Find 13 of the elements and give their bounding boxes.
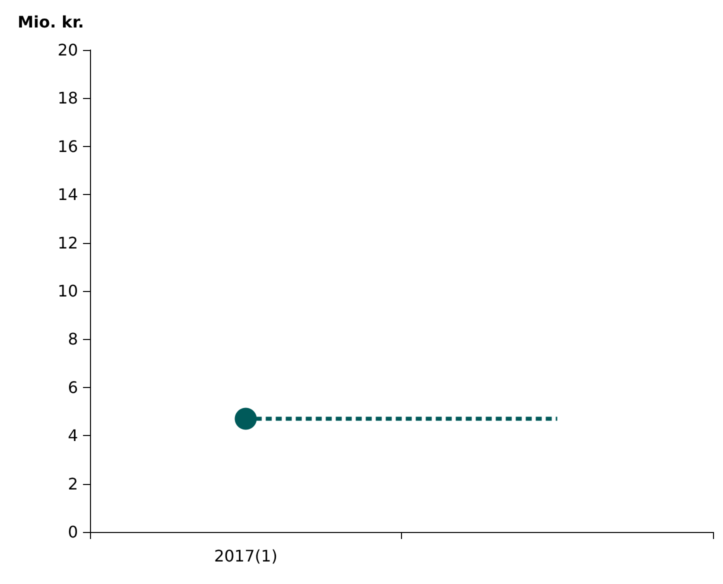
y-tick-label: 6 xyxy=(68,378,78,397)
y-tick-label: 0 xyxy=(68,522,78,542)
y-tick-label: 20 xyxy=(58,40,78,60)
y-tick-label: 4 xyxy=(68,426,78,446)
x-tick-label: 2017(1) xyxy=(214,546,278,566)
y-tick-label: 14 xyxy=(58,185,78,204)
y-tick-label: 18 xyxy=(58,88,78,108)
y-tick-label: 2 xyxy=(68,474,78,494)
y-tick-label: 16 xyxy=(58,136,78,156)
y-tick-label: 8 xyxy=(68,330,78,349)
y-axis-title: Mio. kr. xyxy=(18,12,84,32)
y-tick-label: 12 xyxy=(58,233,78,252)
y-tick-label: 10 xyxy=(58,282,78,300)
